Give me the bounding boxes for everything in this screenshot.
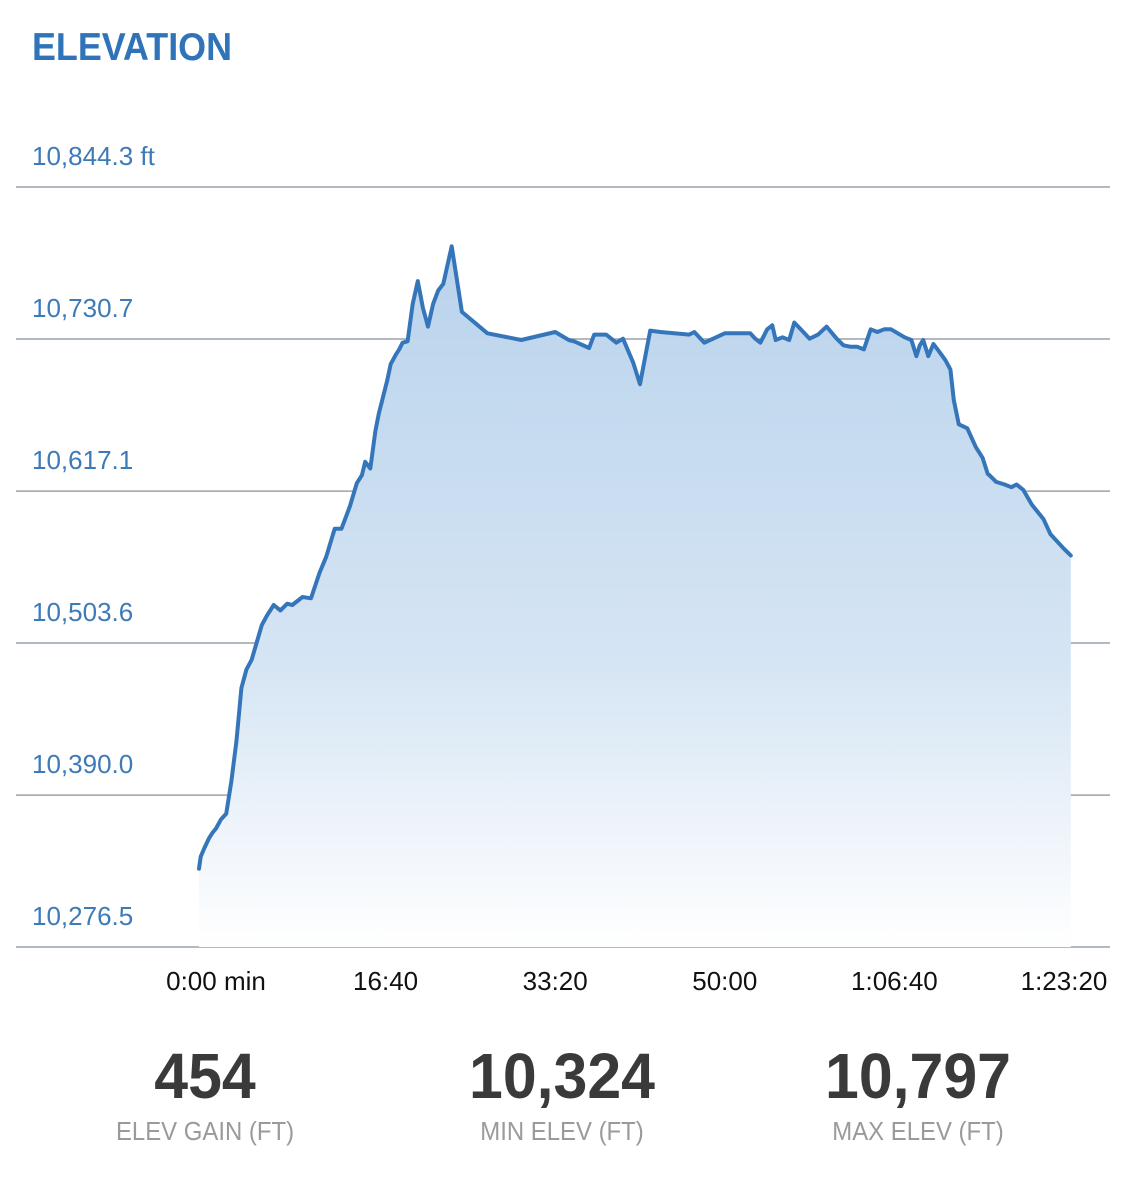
stat-value: 10,797 [825, 1040, 1011, 1112]
elevation-line [197, 244, 1073, 871]
stat-min-elev: 10,324 MIN ELEV (FT) [402, 1040, 722, 1148]
x-tick-label: 1:06:40 [851, 966, 938, 996]
x-axis-ticks: 0:00 min 16:40 33:20 50:00 1:06:40 1:23:20 [166, 966, 1107, 996]
y-tick-label: 10,617.1 [32, 445, 133, 475]
y-tick-label: 10,844.3 ft [32, 141, 156, 171]
elevation-chart: 10,844.3 ft 10,730.7 10,617.1 10,503.6 10,39… [16, 141, 1110, 996]
y-tick-label: 10,730.7 [32, 293, 133, 323]
stat-elev-gain: 454 ELEV GAIN (FT) [45, 1040, 365, 1148]
stat-value: 10,324 [469, 1040, 655, 1112]
elevation-area-fill [199, 246, 1071, 948]
page-title: ELEVATION [32, 26, 233, 69]
y-tick-label: 10,276.5 [32, 901, 133, 931]
stat-max-elev: 10,797 MAX ELEV (FT) [758, 1040, 1078, 1148]
stat-label: MIN ELEV (FT) [480, 1116, 644, 1146]
y-tick-label: 10,503.6 [32, 597, 133, 627]
y-tick-label: 10,390.0 [32, 749, 133, 779]
x-tick-label: 16:40 [353, 966, 418, 996]
y-axis-ticks: 10,844.3 ft 10,730.7 10,617.1 10,503.6 10,39… [32, 141, 156, 931]
x-tick-label: 50:00 [692, 966, 757, 996]
x-tick-label: 33:20 [523, 966, 588, 996]
x-tick-label: 0:00 min [166, 966, 266, 996]
stat-value: 454 [154, 1040, 256, 1112]
stat-label: MAX ELEV (FT) [832, 1116, 1004, 1146]
stats-row: 454 ELEV GAIN (FT) 10,324 MIN ELEV (FT) … [0, 1040, 1125, 1160]
area-layer [197, 244, 1073, 948]
x-tick-label: 1:23:20 [1021, 966, 1108, 996]
stat-label: ELEV GAIN (FT) [115, 1116, 295, 1146]
